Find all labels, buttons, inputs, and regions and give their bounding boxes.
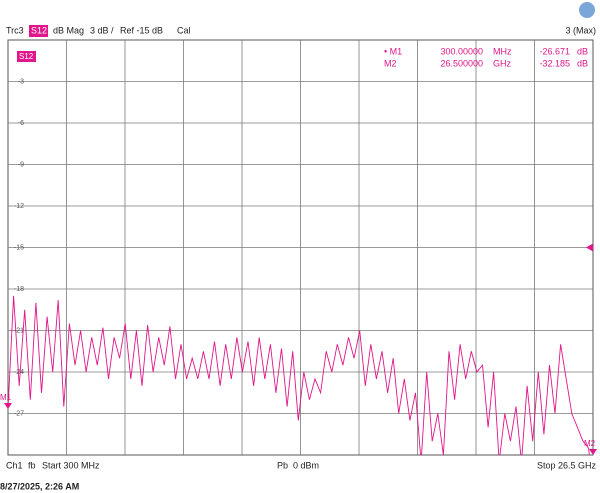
y-tick-label: -3 xyxy=(18,78,24,85)
ref: Ref -15 dB xyxy=(120,25,163,35)
trace-name: Trc3 xyxy=(6,25,24,35)
marker-freq: 300.00000 xyxy=(440,46,483,56)
trace-label-box xyxy=(17,51,36,62)
marker-label: M1 xyxy=(0,393,12,402)
marker-freq-unit: GHz xyxy=(493,58,512,68)
trace-label: S12 xyxy=(19,52,34,61)
marker-unit: dB xyxy=(577,58,588,68)
marker-value: -32.185 xyxy=(539,58,570,68)
param: S12 xyxy=(31,25,47,35)
y-tick-label: -21 xyxy=(14,327,24,334)
pb: Pb xyxy=(277,460,288,470)
stop: Stop 26.5 GHz xyxy=(537,460,597,470)
marker-triangle xyxy=(589,449,597,455)
format: dB Mag xyxy=(53,25,84,35)
scale: 3 dB / xyxy=(90,25,114,35)
marker-value: -26.671 xyxy=(539,46,570,56)
y-tick-label: -9 xyxy=(18,161,24,168)
max: 3 (Max) xyxy=(565,25,596,35)
param-box xyxy=(29,25,48,37)
channel: Ch1 xyxy=(6,460,23,470)
trace-group xyxy=(8,295,590,455)
y-tick-label: -24 xyxy=(14,369,24,376)
marker-label: M2 xyxy=(584,439,596,448)
marker-unit: dB xyxy=(577,46,588,56)
marker-name: M2 xyxy=(384,58,397,68)
y-tick-label: -18 xyxy=(14,286,24,293)
start: Start 300 MHz xyxy=(42,460,100,470)
marker-name: • M1 xyxy=(384,46,402,56)
y-tick-label: -27 xyxy=(14,410,24,417)
trace xyxy=(8,295,590,455)
cal: Cal xyxy=(177,25,191,35)
power: 0 dBm xyxy=(293,460,319,470)
y-tick-label: -6 xyxy=(18,120,24,127)
y-tick-label: -15 xyxy=(14,244,24,251)
marker-freq: 26.500000 xyxy=(440,58,483,68)
marker-freq-unit: MHz xyxy=(493,46,512,56)
marker-triangle xyxy=(4,402,12,409)
logo xyxy=(579,2,595,18)
timestamp: 8/27/2025, 2:26 AM xyxy=(0,481,79,491)
ref-marker xyxy=(586,243,593,252)
y-tick-label: -12 xyxy=(14,203,24,210)
fb: fb xyxy=(28,460,36,470)
